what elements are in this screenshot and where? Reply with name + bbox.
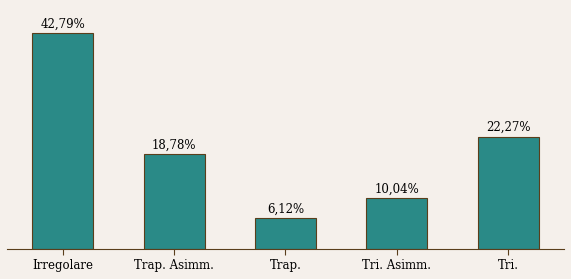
Text: 6,12%: 6,12% xyxy=(267,202,304,215)
Bar xyxy=(477,136,538,249)
Bar xyxy=(255,218,316,249)
Bar xyxy=(366,198,428,249)
Bar xyxy=(143,154,205,249)
Text: 42,79%: 42,79% xyxy=(41,18,85,31)
Text: 18,78%: 18,78% xyxy=(152,139,196,151)
Text: 22,27%: 22,27% xyxy=(486,121,530,134)
Text: 10,04%: 10,04% xyxy=(375,182,419,196)
Bar xyxy=(33,33,94,249)
